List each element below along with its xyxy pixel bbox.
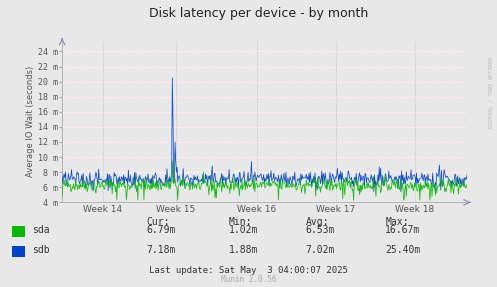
Text: 6.79m: 6.79m	[147, 225, 176, 234]
Text: 25.40m: 25.40m	[385, 245, 420, 255]
Text: 1.88m: 1.88m	[229, 245, 258, 255]
Text: 1.02m: 1.02m	[229, 225, 258, 234]
Text: sdb: sdb	[32, 245, 50, 255]
Text: Min:: Min:	[229, 217, 252, 227]
Text: 6.53m: 6.53m	[306, 225, 335, 234]
Text: RRDTOOL / TOBI OETIKER: RRDTOOL / TOBI OETIKER	[488, 56, 493, 128]
Text: Avg:: Avg:	[306, 217, 329, 227]
Text: 7.02m: 7.02m	[306, 245, 335, 255]
Text: 7.18m: 7.18m	[147, 245, 176, 255]
Text: Max:: Max:	[385, 217, 409, 227]
Text: 16.67m: 16.67m	[385, 225, 420, 234]
Text: Disk latency per device - by month: Disk latency per device - by month	[149, 7, 368, 20]
Text: Cur:: Cur:	[147, 217, 170, 227]
Y-axis label: Average IO Wait (seconds): Average IO Wait (seconds)	[26, 66, 35, 177]
Text: Munin 2.0.56: Munin 2.0.56	[221, 275, 276, 284]
Text: sda: sda	[32, 225, 50, 234]
Text: Last update: Sat May  3 04:00:07 2025: Last update: Sat May 3 04:00:07 2025	[149, 266, 348, 275]
